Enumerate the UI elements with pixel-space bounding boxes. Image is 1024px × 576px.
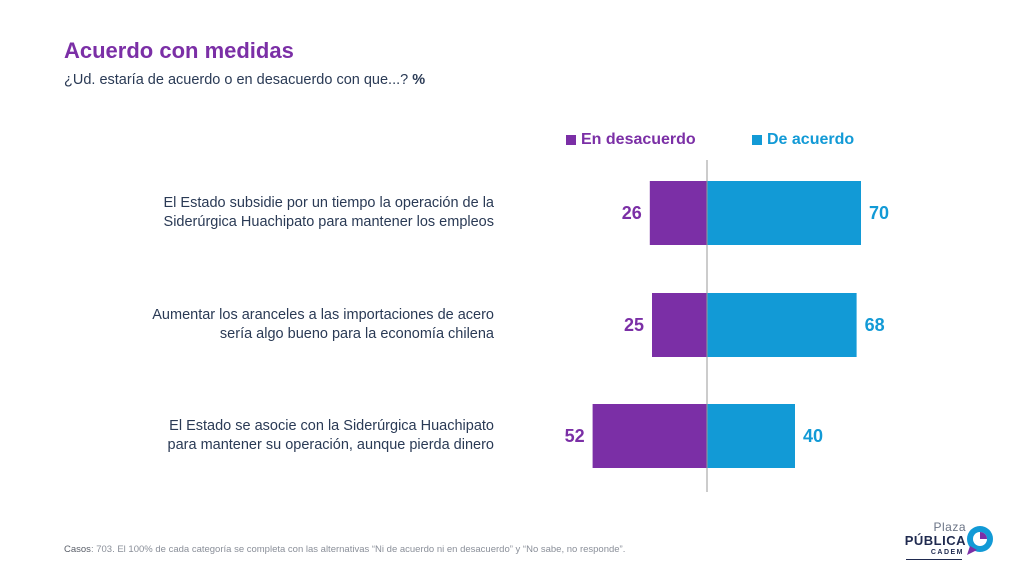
footer-text: : 703. El 100% de cada categoría se comp… [90,544,626,555]
page-subtitle: ¿Ud. estaría de acuerdo o en desacuerdo … [64,72,425,88]
value-label-disagree-3: 52 [565,426,585,446]
category-label-3-line-1: El Estado se asocie con la Siderúrgica H… [169,418,494,434]
logo-underline [906,559,962,560]
bar-agree-3 [707,404,795,468]
category-label-2-line-1: Aumentar los aranceles a las importacion… [152,307,494,323]
bar-disagree-1 [649,181,707,245]
logo-line-plaza: Plaza [933,520,966,534]
logo-line-cadem: CADEM [930,549,964,556]
value-label-disagree-2: 25 [624,315,644,335]
legend-disagree-label: En desacuerdo [581,131,696,148]
category-label-1-line-2: Siderúrgica Huachipato para mantener los… [163,214,494,230]
category-label-2: Aumentar los aranceles a las importacion… [74,306,494,344]
category-label-1: El Estado subsidie por un tiempo la oper… [74,194,494,232]
bar-disagree-3 [592,404,707,468]
legend-agree-swatch [752,135,762,145]
legend-disagree-swatch [566,135,576,145]
legend-agree-label: De acuerdo [767,131,855,148]
category-label-3-line-2: para mantener su operación, aunque pierd… [167,437,494,453]
value-label-agree-1: 70 [869,203,889,223]
plaza-publica-logo: Plaza PÚBLICA CADEM [904,520,1004,560]
speech-bubble-icon [967,526,993,555]
value-label-agree-3: 40 [803,426,823,446]
subtitle-unit: % [412,72,426,88]
value-label-disagree-1: 26 [622,203,642,223]
bar-agree-1 [707,181,861,245]
footer-label: Casos [64,544,91,555]
category-label-2-line-2: sería algo bueno para la economía chilen… [219,326,494,342]
subtitle-question: ¿Ud. estaría de acuerdo o en desacuerdo … [64,72,409,88]
page-title: Acuerdo con medidas [64,38,294,63]
footer-note: Casos: 703. El 100% de cada categoría se… [64,544,625,555]
category-label-3: El Estado se asocie con la Siderúrgica H… [74,417,494,455]
bar-agree-2 [707,293,857,357]
category-label-1-line-1: El Estado subsidie por un tiempo la oper… [163,195,494,211]
value-label-agree-2: 68 [865,315,885,335]
logo-line-publica: PÚBLICA [904,533,966,548]
bar-disagree-2 [652,293,707,357]
legend-agree: De acuerdo [752,131,854,149]
legend-disagree: En desacuerdo [566,131,696,149]
